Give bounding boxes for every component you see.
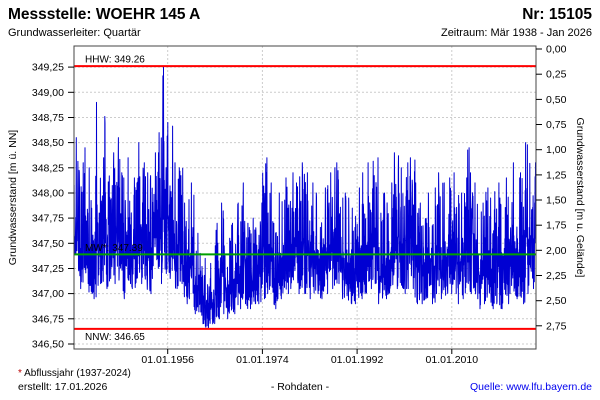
y-right-axis-title: Grundwasserstand [m u. Gelände] [574,118,586,278]
y-right-tick-label: 0,50 [546,94,567,106]
y-right-tick-label: 1,00 [546,144,567,156]
y-left-tick-label: 347,75 [32,213,64,225]
station-number: Nr: 15105 [522,6,592,23]
y-right-tick-label: 1,75 [546,220,567,232]
y-left-tick-label: 346,50 [32,339,64,351]
y-left-tick-label: 346,75 [32,313,64,325]
y-right-tick-label: 1,25 [546,169,567,181]
page-title: Messstelle: WOEHR 145 A [8,6,201,23]
y-left-tick-label: 348,00 [32,188,64,200]
hhw-label: HHW: 349.26 [85,55,145,66]
y-right-tick-label: 2,75 [546,320,567,332]
nnw-label: NNW: 346.65 [85,332,145,343]
data-series [73,66,537,330]
x-tick-label: 01.01.1974 [236,354,289,366]
period-label: Zeitraum: Mär 1938 - Jan 2026 [440,27,592,39]
raw-data-label: - Rohdaten - [270,381,330,393]
y-right-tick-label: 0,75 [546,119,567,131]
y-left-tick-label: 347,25 [32,263,64,275]
y-left-tick-label: 349,00 [32,87,64,99]
y-right-tick-label: 0,25 [546,69,567,81]
footnote: * Abflussjahr (1937-2024) [18,368,131,379]
source-link[interactable]: Quelle: www.lfu.bayern.de [470,381,592,393]
x-tick-label: 01.01.1992 [331,354,384,366]
plot-frame [73,45,537,350]
footnote-asterisk: * [18,368,22,379]
x-tick-label: 01.01.1956 [141,354,194,366]
created-date: erstellt: 17.01.2026 [18,381,108,393]
y-left-tick-label: 348,50 [32,137,64,149]
y-left-tick-label: 347,00 [32,288,64,300]
y-left-tick-label: 349,25 [32,62,64,74]
aquifer-label: Grundwasserleiter: Quartär [8,27,141,39]
y-right-tick-label: 2,25 [546,270,567,282]
y-right-tick-label: 2,00 [546,245,567,257]
y-right-tick-label: 1,50 [546,195,567,207]
mw-label: MW*: 347.39 [85,243,143,254]
y-left-tick-label: 348,25 [32,162,64,174]
y-right-tick-label: 0,00 [546,44,567,56]
y-right-tick-label: 2,50 [546,295,567,307]
y-left-axis-title: Grundwasserstand [m ü. NN] [7,130,19,265]
x-tick-label: 01.01.2010 [426,354,479,366]
footnote-text: Abflussjahr (1937-2024) [21,368,131,379]
y-left-tick-label: 347,50 [32,238,64,250]
y-left-tick-label: 348,75 [32,112,64,124]
